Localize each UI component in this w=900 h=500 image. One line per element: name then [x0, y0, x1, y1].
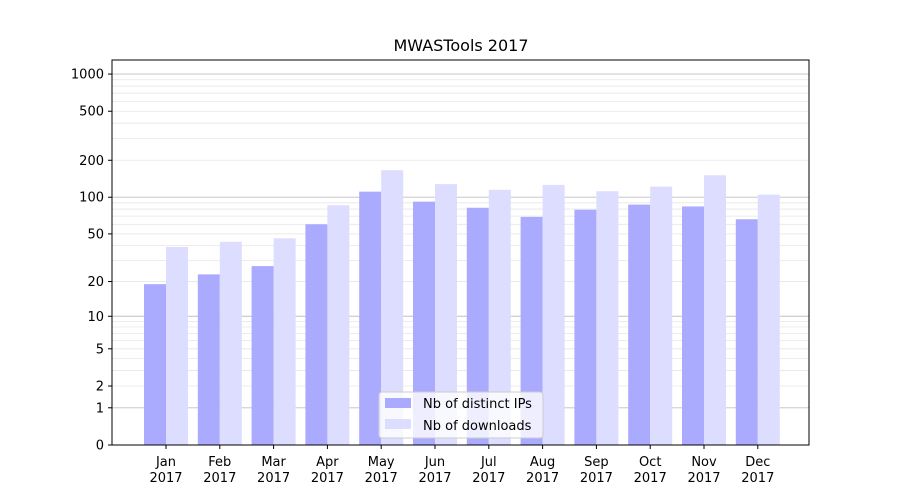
- x-tick-label-oct: Oct 2017: [634, 455, 667, 486]
- bar-distinct-ips-jun: [413, 201, 435, 445]
- x-tick-label-jan: Jan 2017: [149, 455, 182, 486]
- bar-distinct-ips-dec: [735, 219, 758, 445]
- legend-swatch-downloads: [385, 419, 411, 429]
- y-tick-label: 200: [79, 154, 104, 169]
- x-tick-label-aug: Aug 2017: [526, 455, 559, 486]
- legend-box: [378, 391, 544, 439]
- legend-label-distinct-ips: Nb of distinct IPs: [423, 397, 532, 412]
- bar-downloads-jun: [435, 184, 457, 445]
- bar-downloads-feb: [219, 241, 242, 445]
- bar-distinct-ips-jul: [466, 207, 489, 445]
- bar-distinct-ips-nov: [682, 206, 704, 445]
- bar-downloads-dec: [757, 194, 780, 445]
- x-tick-label-feb: Feb 2017: [203, 455, 236, 486]
- x-tick-label-apr: Apr 2017: [311, 455, 344, 486]
- bar-distinct-ips-aug: [520, 216, 543, 445]
- bar-downloads-mar: [273, 238, 296, 445]
- bar-downloads-aug: [542, 184, 565, 445]
- x-tick-label-jul: Jul 2017: [472, 455, 505, 486]
- chart-title: MWASTools 2017: [393, 36, 528, 55]
- bar-downloads-jan: [166, 246, 188, 445]
- bar-downloads-jul: [488, 189, 511, 445]
- bars: [144, 170, 780, 445]
- y-tick-label: 500: [79, 105, 104, 120]
- x-tick-label-sep: Sep 2017: [580, 455, 613, 486]
- bar-distinct-ips-apr: [305, 224, 328, 445]
- bar-downloads-oct: [650, 186, 673, 445]
- bar-distinct-ips-jan: [144, 284, 166, 445]
- y-tick-label: 100: [79, 191, 104, 206]
- bar-downloads-apr: [327, 205, 350, 445]
- x-tick-label-dec: Dec 2017: [741, 455, 774, 486]
- x-axis: Jan 2017 Feb 2017 Mar 2017 Apr 2017 May 2017 Jun 20…: [149, 445, 774, 486]
- y-tick-label: 0: [96, 439, 104, 454]
- bar-distinct-ips-mar: [251, 266, 274, 445]
- bar-distinct-ips-oct: [628, 204, 651, 445]
- legend-swatch-distinct-ips: [385, 398, 411, 408]
- bar-downloads-sep: [596, 191, 619, 445]
- y-axis: 0 1 2 5 10 20 50 100 200 500 1000: [71, 68, 112, 454]
- bar-distinct-ips-feb: [197, 274, 220, 445]
- y-tick-label: 1: [96, 401, 104, 416]
- x-tick-label-nov: Nov 2017: [687, 455, 720, 486]
- y-tick-label: 10: [87, 310, 104, 325]
- y-tick-label: 2: [96, 380, 104, 395]
- bar-distinct-ips-sep: [574, 209, 597, 445]
- y-tick-label: 50: [87, 227, 104, 242]
- legend-label-downloads: Nb of downloads: [423, 419, 532, 434]
- x-tick-label-may: May 2017: [365, 455, 398, 486]
- bar-downloads-may: [381, 170, 404, 445]
- legend: Nb of distinct IPs Nb of downloads: [378, 391, 544, 439]
- y-tick-label: 20: [87, 275, 104, 290]
- bar-distinct-ips-may: [359, 191, 382, 445]
- x-tick-label-jun: Jun 2017: [418, 455, 451, 486]
- plot-area-frame: [111, 59, 810, 446]
- bar-downloads-nov: [704, 175, 726, 445]
- y-tick-label: 5: [96, 342, 104, 357]
- x-tick-label-mar: Mar 2017: [257, 455, 290, 486]
- y-tick-label: 1000: [71, 68, 104, 83]
